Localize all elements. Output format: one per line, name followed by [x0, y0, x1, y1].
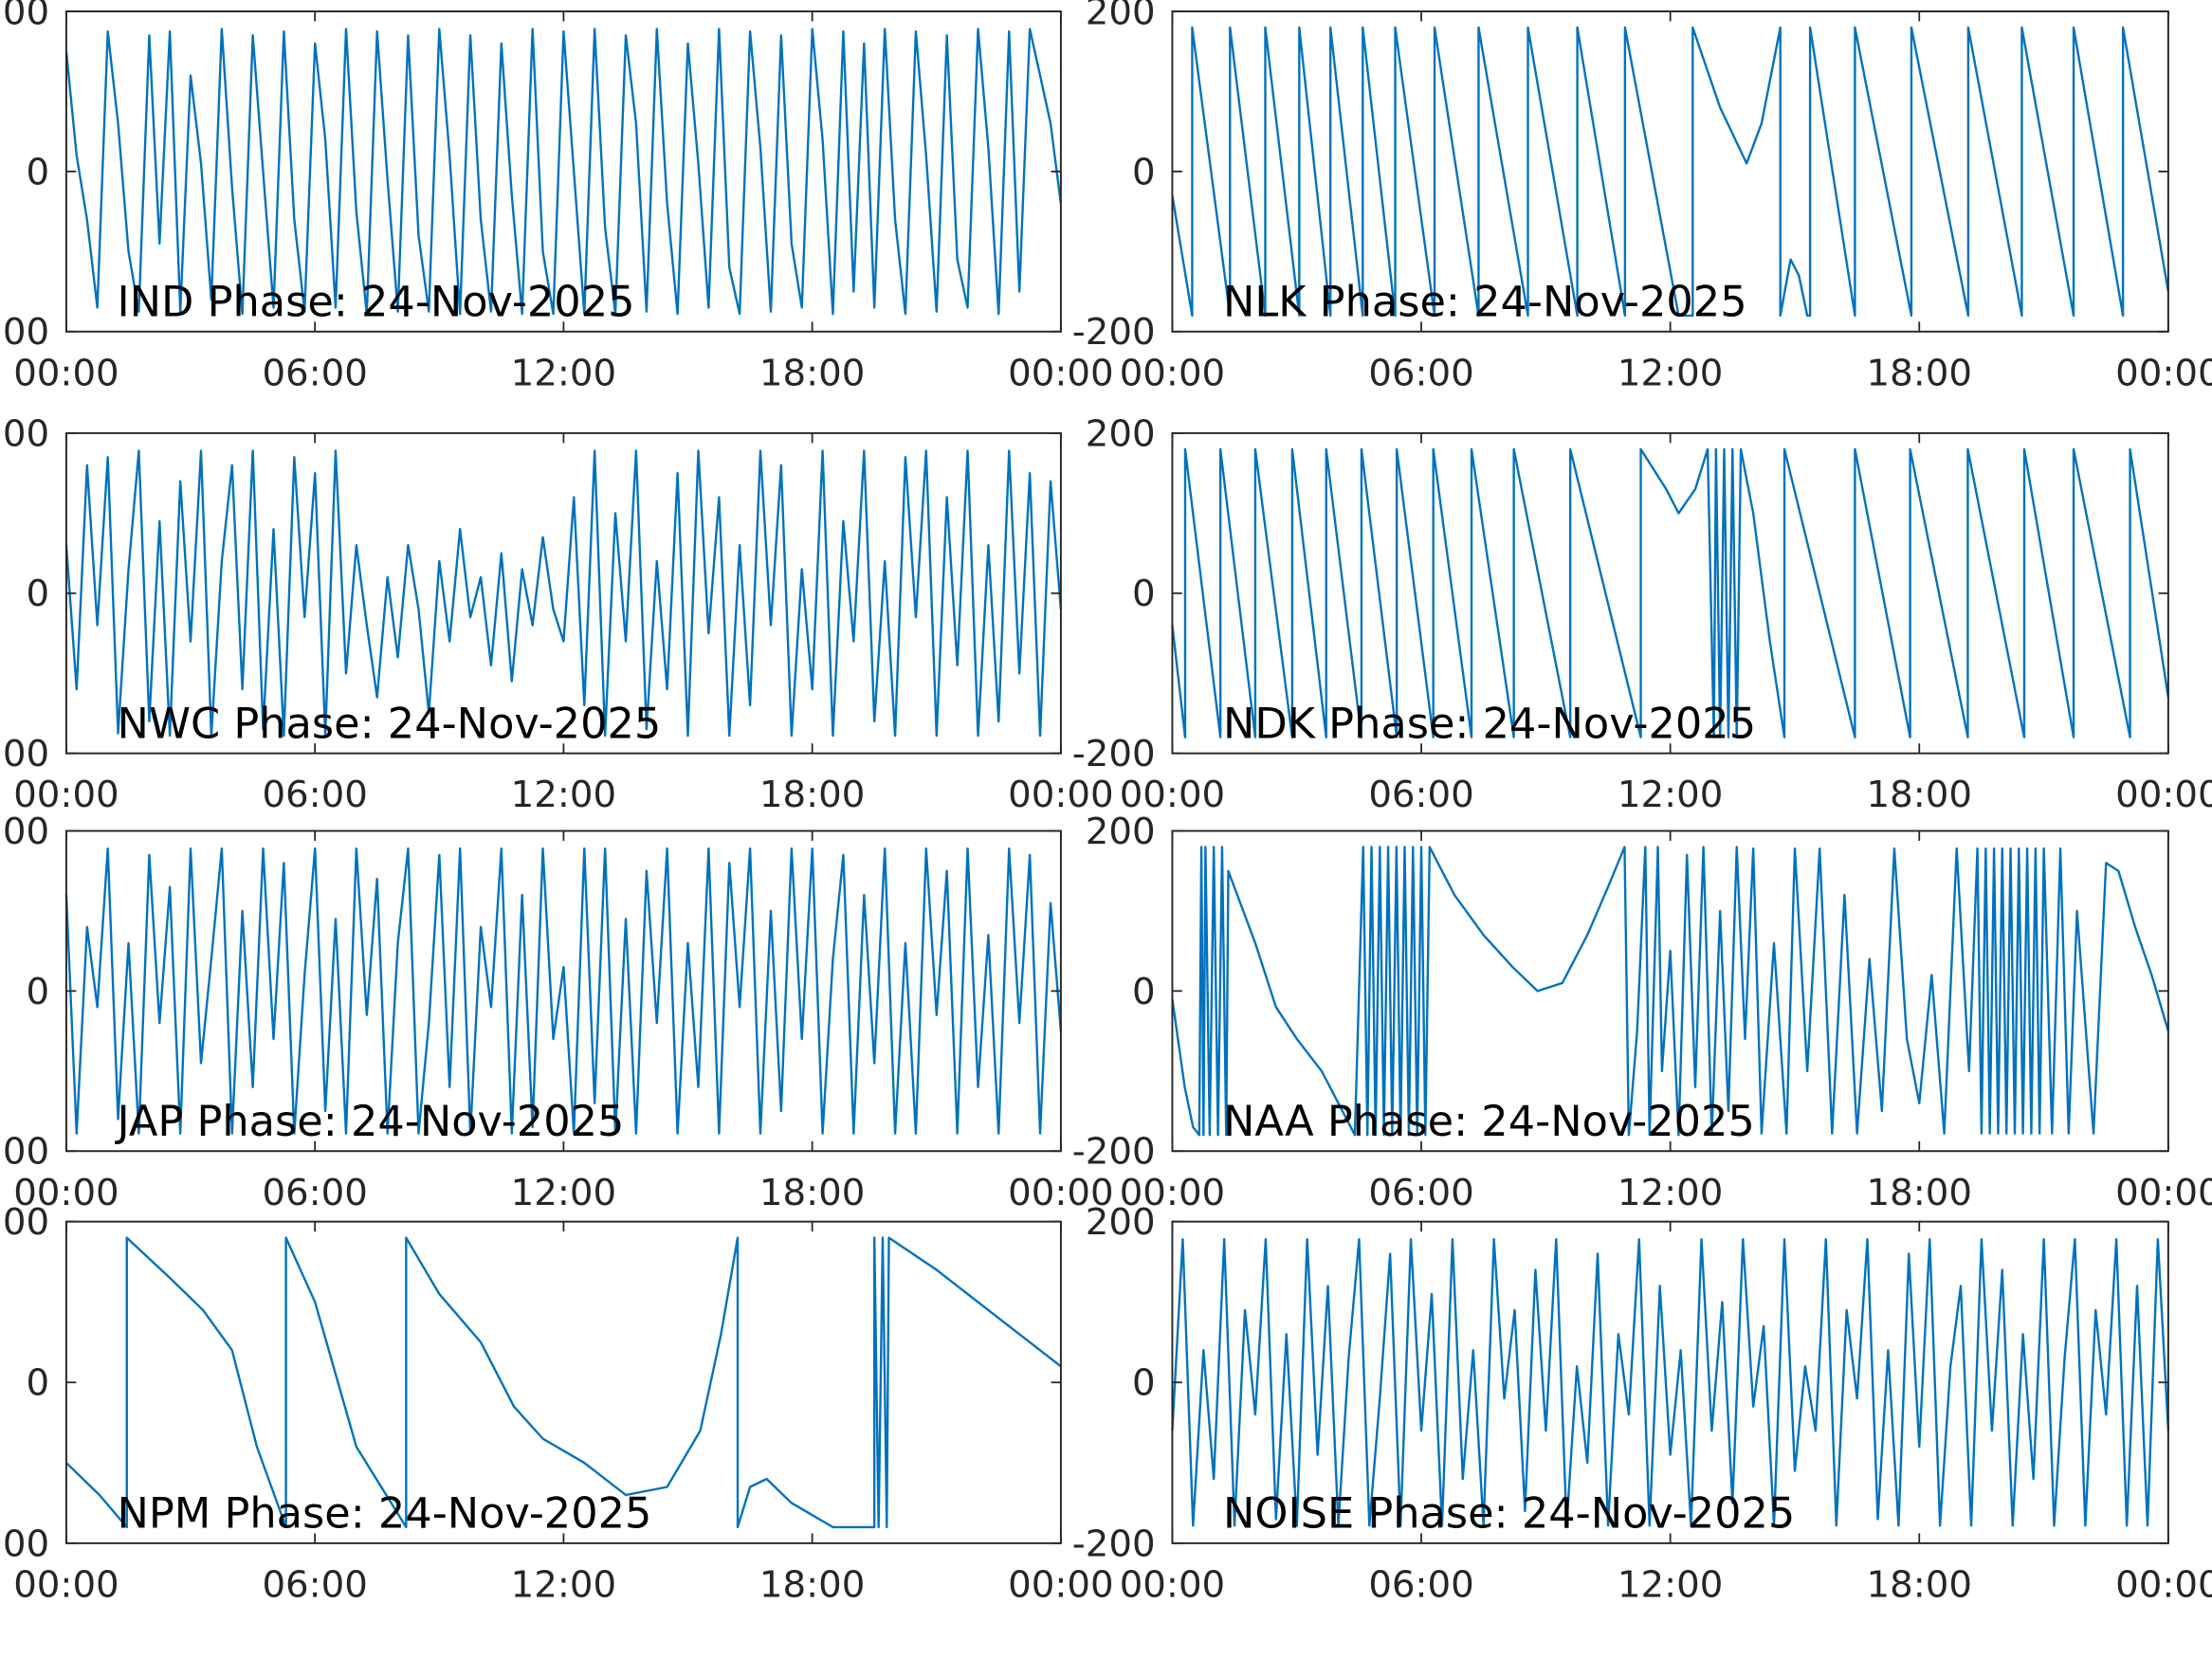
- y-tick-label: 200: [0, 1201, 49, 1244]
- x-tick-label: 18:00: [1867, 774, 1972, 816]
- subplot-annotation: NOISE Phase: 24-Nov-2025: [1223, 1489, 1795, 1539]
- x-tick-label: 06:00: [262, 1563, 367, 1606]
- x-tick-label: 06:00: [1368, 1172, 1473, 1214]
- y-tick-label: -200: [0, 311, 49, 354]
- x-tick-label: 06:00: [1368, 352, 1473, 394]
- x-tick-label: 18:00: [759, 774, 865, 816]
- x-tick-label: 00:00: [1008, 1172, 1113, 1214]
- subplot-annotation: NAA Phase: 24-Nov-2025: [1223, 1097, 1755, 1146]
- subplot-npm: 00:00 06:00 12:00 18:00 00:00 200 0 -200 NPM Pha…: [0, 1201, 1114, 1606]
- x-tick-label: 06:00: [1368, 774, 1473, 816]
- x-tick-label: 00:00: [1120, 352, 1225, 394]
- y-tick-label: 0: [26, 1362, 49, 1405]
- x-tick-label: 06:00: [262, 352, 367, 394]
- y-tick-label: -200: [1072, 1522, 1156, 1565]
- x-tick-label: 18:00: [759, 352, 865, 394]
- x-tick-label: 18:00: [1867, 1172, 1972, 1214]
- subplot-annotation: NPM Phase: 24-Nov-2025: [117, 1489, 651, 1539]
- x-tick-label: 00:00: [2115, 1172, 2212, 1214]
- y-tick-label: 0: [1132, 971, 1156, 1013]
- y-tick-label: 0: [1132, 1362, 1156, 1405]
- x-tick-label: 12:00: [511, 1172, 616, 1214]
- x-tick-label: 00:00: [2115, 1563, 2212, 1606]
- y-tick-label: -200: [1072, 1131, 1156, 1174]
- x-tick-label: 06:00: [262, 774, 367, 816]
- x-tick-label: 00:00: [1120, 1563, 1225, 1606]
- x-tick-label: 12:00: [511, 1563, 616, 1606]
- y-tick-label: 200: [1086, 0, 1156, 33]
- x-tick-label: 06:00: [262, 1172, 367, 1214]
- y-tick-label: -200: [1072, 733, 1156, 775]
- y-tick-label: -200: [0, 1522, 49, 1565]
- x-tick-label: 00:00: [13, 352, 119, 394]
- x-tick-label: 18:00: [759, 1563, 865, 1606]
- x-tick-label: 12:00: [1618, 774, 1723, 816]
- subplot-ind: 00:00 06:00 12:00 18:00 00:00 200 0 -200 IND Pha…: [0, 0, 1114, 394]
- x-tick-label: 18:00: [1867, 1563, 1972, 1606]
- x-tick-label: 00:00: [2115, 352, 2212, 394]
- x-tick-label: 00:00: [1008, 774, 1113, 816]
- phase-series-line: [1171, 447, 2170, 738]
- y-tick-label: 0: [1132, 573, 1156, 615]
- y-tick-label: 0: [26, 151, 49, 193]
- x-tick-label: 00:00: [2115, 774, 2212, 816]
- y-tick-label: 0: [26, 971, 49, 1013]
- x-tick-label: 00:00: [1008, 352, 1113, 394]
- y-tick-label: 200: [0, 412, 49, 455]
- subplot-naa: 00:00 06:00 12:00 18:00 00:00 200 0 -200 NAA Pha…: [1072, 811, 2212, 1214]
- subplot-noise: 00:00 06:00 12:00 18:00 00:00 200 0 -200 NOISE P…: [1072, 1201, 2212, 1606]
- y-tick-label: -200: [0, 733, 49, 775]
- phase-series-line: [1171, 846, 2170, 1137]
- subplot-nwc: 00:00 06:00 12:00 18:00 00:00 200 0 -200 NWC Pha…: [0, 412, 1114, 816]
- phase-series-line: [65, 1236, 1062, 1529]
- x-tick-label: 00:00: [1120, 1172, 1225, 1214]
- y-tick-label: 0: [26, 573, 49, 615]
- phase-series-line: [1171, 26, 2170, 318]
- x-tick-label: 06:00: [1368, 1563, 1473, 1606]
- subplot-jap: 00:00 06:00 12:00 18:00 00:00 200 0 -200 JAP Pha…: [0, 811, 1114, 1214]
- phase-series-line: [1171, 1238, 2170, 1527]
- x-tick-label: 12:00: [511, 352, 616, 394]
- y-tick-label: -200: [1072, 311, 1156, 354]
- x-tick-label: 18:00: [759, 1172, 865, 1214]
- subplot-annotation: NLK Phase: 24-Nov-2025: [1223, 277, 1747, 326]
- x-tick-label: 12:00: [1618, 1563, 1723, 1606]
- y-tick-label: 0: [1132, 151, 1156, 193]
- subplot-nlk: 00:00 06:00 12:00 18:00 00:00 200 0 -200 NLK Pha…: [1072, 0, 2212, 394]
- x-tick-label: 00:00: [13, 1172, 119, 1214]
- x-tick-label: 00:00: [13, 1563, 119, 1606]
- y-tick-label: 200: [0, 0, 49, 33]
- x-tick-label: 00:00: [1120, 774, 1225, 816]
- y-tick-label: 200: [1086, 811, 1156, 853]
- subplot-annotation: NWC Phase: 24-Nov-2025: [117, 699, 661, 748]
- y-tick-label: 200: [1086, 1201, 1156, 1244]
- subplot-ndk: 00:00 06:00 12:00 18:00 00:00 200 0 -200 NDK Pha…: [1072, 412, 2212, 816]
- x-tick-label: 12:00: [511, 774, 616, 816]
- subplot-annotation: NDK Phase: 24-Nov-2025: [1223, 699, 1756, 748]
- subplot-annotation: IND Phase: 24-Nov-2025: [117, 277, 634, 326]
- phase-series-line: [64, 847, 1063, 1135]
- y-tick-label: 200: [0, 811, 49, 853]
- phase-series-line: [64, 449, 1063, 738]
- x-tick-label: 12:00: [1618, 352, 1723, 394]
- y-tick-label: 200: [1086, 412, 1156, 455]
- subplot-annotation: JAP Phase: 24-Nov-2025: [114, 1097, 624, 1146]
- x-tick-label: 18:00: [1867, 352, 1972, 394]
- phase-series-line: [64, 27, 1063, 316]
- x-tick-label: 00:00: [13, 774, 119, 816]
- x-tick-label: 12:00: [1618, 1172, 1723, 1214]
- y-tick-label: -200: [0, 1131, 49, 1174]
- x-tick-label: 00:00: [1008, 1563, 1113, 1606]
